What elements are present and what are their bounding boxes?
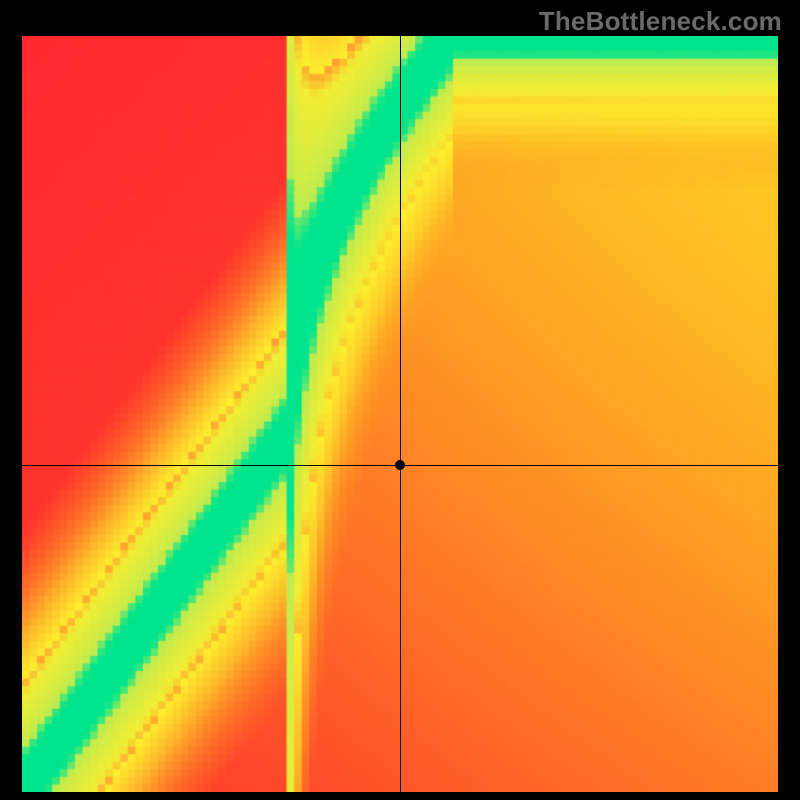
marker-point [395,460,405,470]
chart-root: TheBottleneck.com [0,0,800,800]
crosshair-vertical [400,36,401,792]
watermark-text: TheBottleneck.com [539,6,782,37]
